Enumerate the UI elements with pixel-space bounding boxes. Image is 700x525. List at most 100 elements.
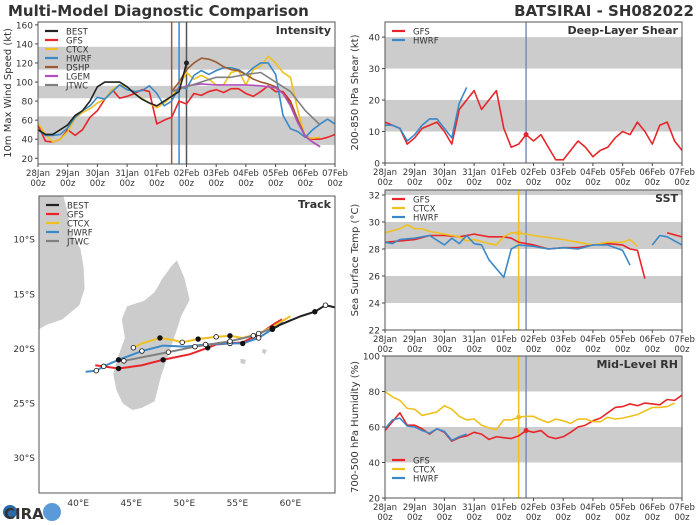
track-point-jtwc: [121, 358, 127, 364]
x-tick-date: 02Feb: [521, 503, 547, 513]
x-tick-date: 07Feb: [669, 168, 695, 178]
track-point-ctcx: [227, 333, 233, 339]
x-tick-date: 03Feb: [203, 169, 229, 179]
legend-label: HWRF: [67, 229, 93, 239]
y-tick-label: 40: [369, 459, 381, 469]
legend-label: GFS: [67, 211, 84, 221]
x-tick-hour: 00z: [496, 345, 512, 355]
track-point-best: [312, 309, 318, 315]
logo-text: CIRA: [4, 505, 44, 523]
x-tick-date: 05Feb: [610, 168, 636, 178]
x-tick-date: 30Jan: [432, 168, 456, 178]
x-tick-date: 04Feb: [580, 335, 606, 345]
x-tick-hour: 00z: [407, 178, 423, 188]
x-tick-date: 07Feb: [669, 335, 695, 345]
track-point-hwrf: [93, 368, 99, 374]
x-tick-date: 02Feb: [521, 168, 547, 178]
x-tick-date: 04Feb: [233, 169, 259, 179]
y-axis-label: 10m Max Wind Speed (kt): [3, 28, 14, 158]
data-point-best: [184, 60, 189, 66]
y-tick-label: 30: [369, 218, 381, 228]
x-tick-hour: 00z: [407, 345, 423, 355]
x-tick-date: 31Jan: [115, 169, 139, 179]
x-tick-hour: 00z: [377, 178, 393, 188]
legend-label: CTCX: [67, 220, 90, 230]
legend-label: GFS: [413, 196, 430, 206]
figure-title: Multi-Model Diagnostic Comparison: [8, 2, 309, 20]
series-line-hwrf: [651, 234, 683, 246]
shaded-band: [385, 356, 682, 392]
y-tick-label: 30: [369, 65, 381, 75]
y-tick-label: 100: [363, 353, 380, 363]
track-point-best: [322, 302, 329, 308]
y-tick-label: 10°S: [13, 236, 35, 246]
x-tick-date: 07Feb: [669, 503, 695, 513]
cira-logo: CIRA: [3, 503, 61, 523]
legend-label: JTWC: [65, 82, 88, 92]
x-tick-date: 29Jan: [403, 503, 427, 513]
y-axis-label: 200-850 hPa Shear (kt): [350, 34, 361, 150]
y-tick-label: 40: [22, 136, 34, 146]
legend-label: BEST: [66, 28, 89, 38]
track-point-ctcx: [195, 336, 201, 342]
x-tick-date: 31Jan: [462, 503, 486, 513]
track-point-hwrf: [255, 335, 262, 341]
x-tick-hour: 00z: [179, 179, 195, 189]
x-tick-date: 01Feb: [491, 335, 517, 345]
plot-area: [385, 190, 682, 330]
land-mass: [39, 196, 85, 330]
y-tick-label: 80: [369, 388, 381, 398]
x-tick-date: 06Feb: [292, 169, 318, 179]
y-tick-label: 20: [22, 155, 34, 165]
shaded-band: [385, 190, 682, 195]
x-tick-date: 04Feb: [580, 168, 606, 178]
x-tick-hour: 00z: [585, 345, 601, 355]
x-tick-hour: 00z: [437, 345, 453, 355]
x-tick-date: 28Jan: [373, 503, 397, 513]
x-tick-hour: 00z: [377, 345, 393, 355]
x-tick-label: 40°E: [67, 499, 89, 509]
legend-label: CTCX: [413, 466, 436, 476]
shaded-band: [385, 37, 682, 69]
x-tick-hour: 00z: [645, 345, 661, 355]
track-point-ctcx: [179, 339, 185, 346]
y-tick-label: 20: [369, 97, 381, 107]
y-tick-label: 120: [16, 59, 33, 69]
track-panel: 40°E 45°E 50°E 55°E 60°E 10°S 15°S 20°S 25°S 30°S…: [13, 195, 336, 509]
x-tick-date: 05Feb: [610, 335, 636, 345]
x-tick-date: 06Feb: [639, 168, 665, 178]
y-axis-label: 700-500 hPa Humidity (%): [350, 361, 361, 493]
x-tick-date: 05Feb: [610, 503, 636, 513]
x-tick-hour: 00z: [526, 345, 542, 355]
x-tick-date: 03Feb: [550, 335, 576, 345]
axes-frame: [384, 189, 683, 331]
y-tick-label: 32: [369, 191, 380, 201]
y-tick-label: 10: [369, 128, 381, 138]
y-axis-label: Sea Surface Temp (°C): [350, 204, 361, 317]
y-tick-label: 160: [16, 21, 33, 31]
x-tick-label: 55°E: [227, 499, 249, 509]
x-tick-hour: 00z: [90, 179, 106, 189]
y-tick-label: 20°S: [13, 345, 35, 355]
y-tick-label: 24: [369, 299, 381, 309]
x-tick-date: 29Jan: [403, 335, 427, 345]
track-point-ctcx: [157, 335, 163, 341]
x-tick-date: 03Feb: [550, 168, 576, 178]
x-tick-hour: 00z: [556, 345, 572, 355]
series-line-ctcx: [384, 390, 675, 431]
x-tick-hour: 00z: [60, 179, 76, 189]
x-tick-label: 45°E: [120, 499, 142, 509]
y-tick-label: 28: [369, 245, 381, 255]
land-mass: [240, 358, 246, 365]
x-tick-hour: 00z: [526, 513, 542, 523]
track-point-best: [269, 326, 276, 332]
data-point-ctcx: [516, 414, 522, 420]
y-tick-label: 30°S: [13, 454, 35, 464]
data-point-gfs: [523, 132, 529, 138]
x-tick-date: 28Jan: [373, 335, 397, 345]
x-tick-hour: 00z: [526, 178, 542, 188]
axes-frame: [384, 355, 683, 499]
x-tick-date: 31Jan: [462, 335, 486, 345]
